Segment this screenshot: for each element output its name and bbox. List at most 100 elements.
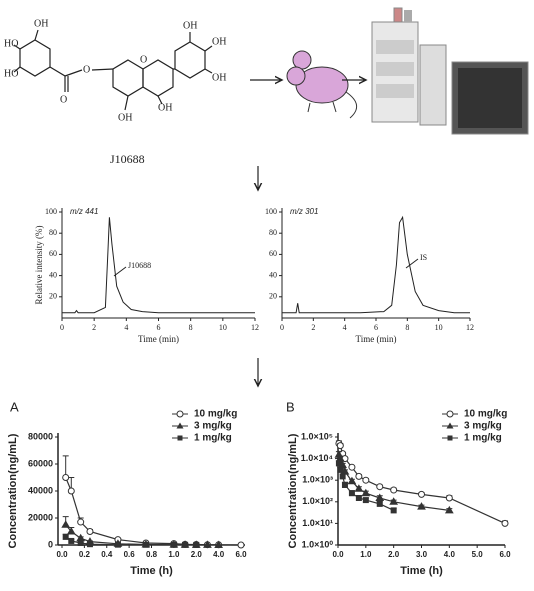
marker (376, 483, 384, 491)
marker (445, 494, 453, 502)
x-tick-label: 0.2 (79, 550, 91, 559)
marker (114, 541, 121, 548)
x-tick-label: 8 (405, 323, 409, 332)
y-tick-label: 1.0×10³ (302, 475, 333, 485)
y-tick-label: 60 (49, 249, 57, 258)
x-tick-label: 2 (92, 323, 96, 332)
marker (341, 481, 348, 488)
legend-marker (176, 422, 184, 429)
legend-label: 1 mg/kg (464, 433, 502, 444)
x-axis-label: Time (h) (130, 565, 173, 577)
marker (418, 490, 425, 498)
atom-label: OH (34, 18, 48, 29)
mouse (286, 50, 357, 119)
y-tick-label: 1.0×10² (302, 496, 333, 506)
y-tick-label: 40000 (28, 485, 53, 495)
y-tick-label: 1.0×10⁵ (301, 431, 333, 441)
x-tick-label: 0.0 (332, 550, 344, 559)
marker (362, 476, 370, 484)
marker (375, 493, 385, 501)
marker (142, 541, 149, 548)
y-tick-label: 40 (269, 270, 277, 279)
marker (362, 497, 369, 504)
x-tick-label: 4 (343, 323, 347, 332)
legend-marker (447, 435, 453, 441)
marker (335, 460, 342, 467)
marker (376, 500, 383, 507)
y-tick-label: 20000 (28, 512, 53, 522)
marker (170, 541, 177, 548)
y-tick-label: 80000 (28, 431, 53, 441)
marker (390, 486, 398, 494)
x-tick-label: 1.0 (168, 550, 180, 559)
x-tick-label: 3.0 (416, 550, 428, 559)
y-tick-label: 1.0×10⁰ (302, 539, 334, 549)
marker (348, 463, 356, 471)
x-tick-label: 12 (466, 323, 474, 332)
x-tick-label: 4 (124, 323, 128, 332)
atom-label: OH (183, 20, 197, 31)
marker (355, 472, 363, 480)
marker (77, 539, 84, 546)
marker (68, 537, 75, 544)
marker (61, 520, 71, 528)
atom-label: HO (4, 68, 18, 79)
y-tick-label: 20 (49, 292, 57, 301)
x-tick-label: 10 (219, 323, 227, 332)
y-axis-label: Relative intensity (%) (34, 226, 44, 305)
y-tick-label: 60 (269, 249, 277, 258)
x-axis-label: Time (h) (400, 565, 443, 577)
y-tick-label: 1.0×10¹ (302, 518, 333, 528)
marker (339, 473, 346, 480)
marker (347, 476, 357, 485)
x-tick-label: 2 (311, 323, 315, 332)
marker (417, 502, 426, 510)
marker (62, 533, 69, 540)
legend-label: 1 mg/kg (194, 433, 232, 444)
atom-label: OH (212, 36, 226, 47)
x-tick-label: 6 (157, 323, 161, 332)
y-tick-label: 40 (49, 270, 57, 279)
atom-label: O (83, 64, 90, 75)
marker (77, 518, 85, 526)
marker (182, 541, 189, 548)
marker (203, 540, 212, 548)
legend-label: 3 mg/kg (194, 421, 232, 432)
marker (62, 474, 70, 481)
x-tick-label: 6.0 (235, 550, 247, 559)
x-tick-label: 2.0 (191, 550, 203, 559)
marker (390, 507, 397, 514)
structure-bonds (13, 29, 213, 111)
atom-label: OH (118, 112, 132, 123)
legend-label: 10 mg/kg (464, 409, 507, 420)
x-tick-label: 10 (435, 323, 443, 332)
peak-pointer (113, 266, 127, 277)
marker (336, 442, 344, 450)
y-tick-label: 60000 (28, 458, 53, 468)
x-tick-label: 4.0 (213, 550, 225, 559)
marker (193, 541, 200, 548)
peak-label: IS (420, 253, 427, 262)
x-tick-label: 8 (189, 323, 193, 332)
x-tick-label: 6.0 (499, 550, 511, 559)
annotation: m/z 301 (290, 207, 318, 216)
series-line (282, 215, 470, 314)
y-tick-label: 80 (49, 228, 57, 237)
x-tick-label: 2.0 (388, 550, 400, 559)
x-tick-label: 12 (251, 323, 259, 332)
marker (389, 497, 399, 505)
marker (76, 533, 86, 542)
peak-pointer (405, 258, 419, 269)
legend-marker (176, 410, 184, 418)
marker (86, 541, 93, 548)
y-tick-label: 0 (48, 539, 53, 549)
legend-marker (446, 422, 454, 429)
x-tick-label: 0 (60, 323, 64, 332)
marker (66, 527, 76, 535)
marker (348, 490, 355, 497)
peak-label: J10688 (128, 261, 151, 270)
compound-name: J10688 (110, 152, 145, 166)
marker (67, 487, 75, 495)
x-tick-label: 5.0 (472, 550, 484, 559)
